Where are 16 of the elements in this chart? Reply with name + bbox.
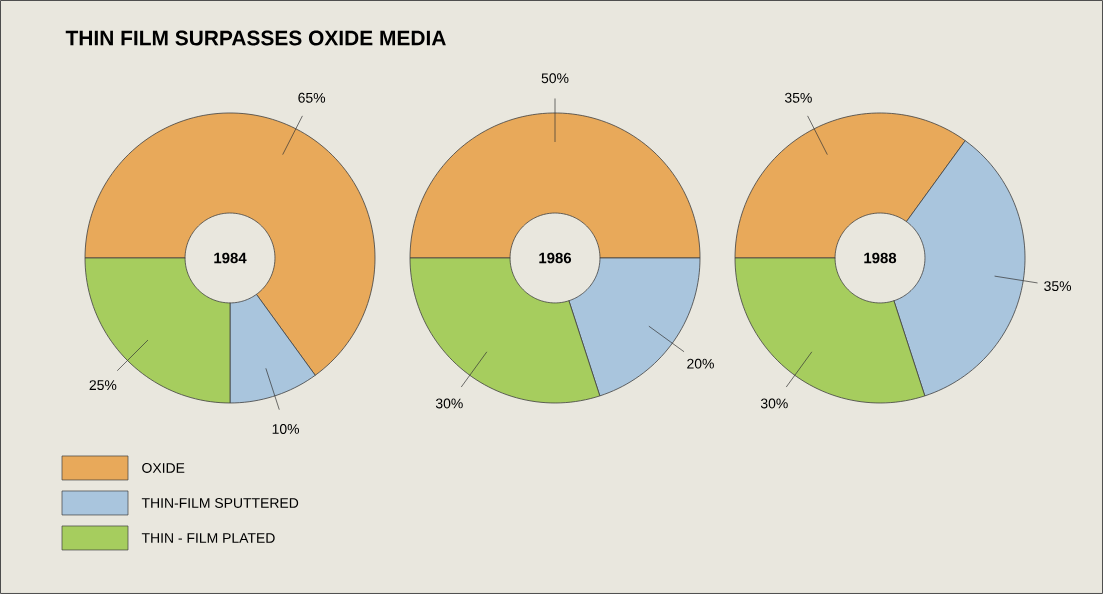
text: 1984 <box>214 252 247 264</box>
data-label: 20% <box>687 358 714 369</box>
chart-title: THIN FILM SURPASSES OXIDE MEDIA <box>65 30 446 46</box>
data-label: 65% <box>298 92 326 103</box>
data-label: 35% <box>784 92 812 103</box>
legend-label: THIN - FILM PLATED <box>141 533 275 543</box>
data-label: 50% <box>541 73 569 84</box>
text: 1988 <box>864 252 897 264</box>
data-label: 35% <box>1044 281 1072 292</box>
text: 1986 <box>539 252 572 264</box>
legend-label: OXIDE <box>142 463 185 473</box>
legend-label: THIN-FILM SPUTTERED <box>141 498 299 508</box>
data-label: 25% <box>89 380 117 391</box>
data-label: 30% <box>760 398 788 409</box>
data-label: 10% <box>272 424 300 434</box>
data-label: 30% <box>435 398 463 409</box>
